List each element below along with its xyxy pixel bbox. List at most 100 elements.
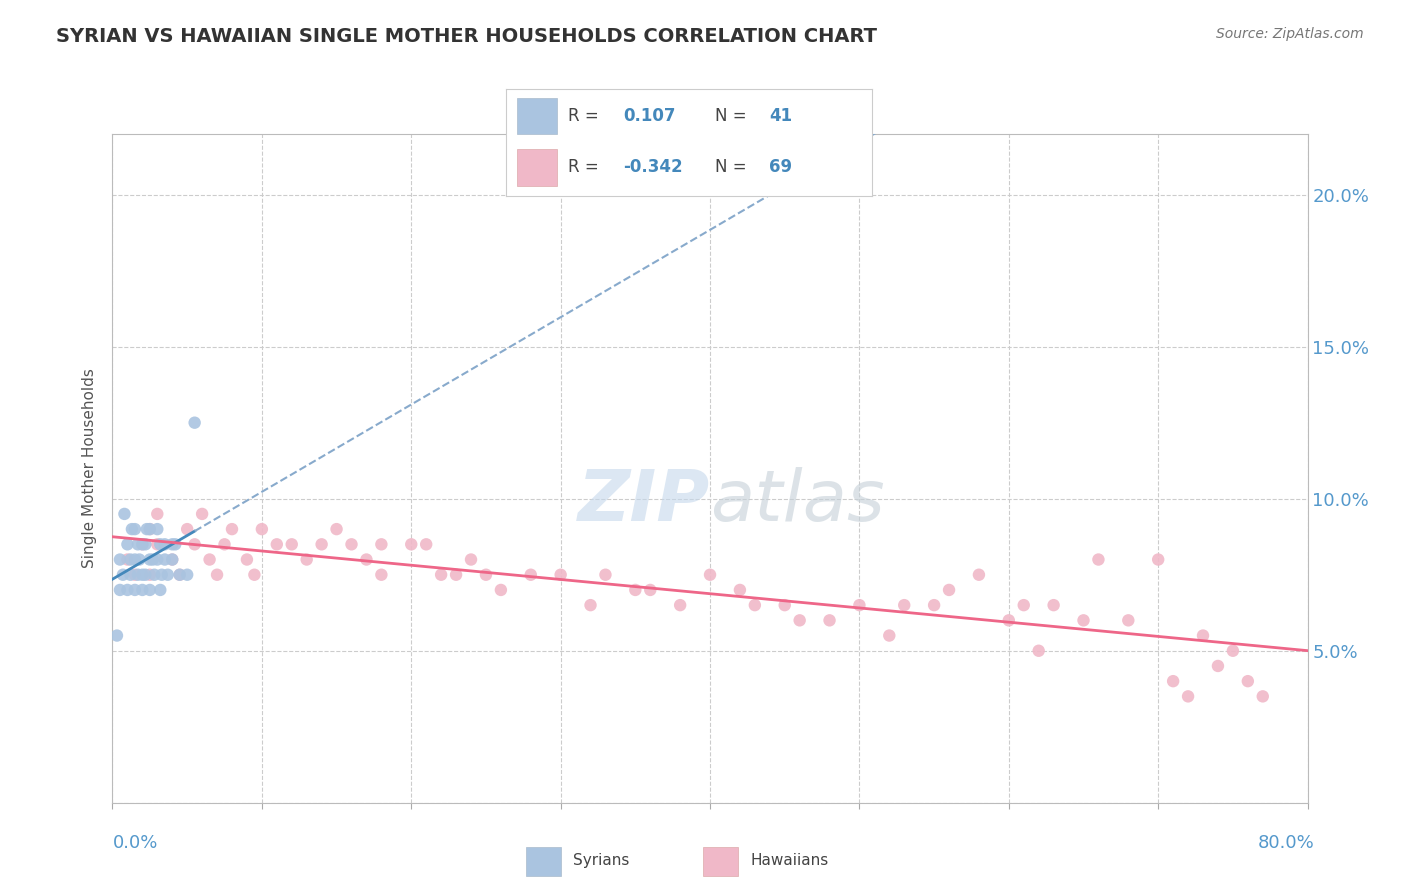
Point (169, 567, 191, 582)
Point (165, 537, 187, 551)
Point (105, 628, 128, 642)
Point (818, 613, 841, 627)
Point (146, 537, 169, 551)
Point (325, 522, 347, 536)
Point (134, 567, 156, 582)
Text: 69: 69 (769, 159, 793, 177)
Point (1192, 628, 1215, 642)
Point (117, 552, 139, 566)
Point (131, 567, 153, 582)
Point (1042, 598, 1064, 612)
Point (669, 598, 692, 612)
Point (108, 552, 131, 566)
Point (162, 552, 183, 566)
Point (135, 522, 157, 536)
Point (139, 552, 162, 566)
Bar (703, 847, 738, 876)
Text: Syrians: Syrians (574, 854, 630, 868)
Point (401, 537, 423, 551)
Point (146, 552, 169, 566)
Point (114, 507, 135, 521)
Text: 41: 41 (769, 107, 793, 125)
Point (356, 552, 378, 566)
Text: ZIP: ZIP (578, 467, 710, 536)
Point (340, 537, 363, 551)
Point (146, 507, 169, 521)
Point (221, 522, 243, 536)
Point (1237, 674, 1260, 689)
Point (877, 628, 900, 642)
Point (139, 522, 162, 536)
Point (1222, 644, 1244, 658)
Point (638, 582, 662, 597)
Point (183, 416, 205, 430)
Point (893, 598, 915, 612)
Point (1116, 613, 1139, 627)
Point (198, 552, 221, 566)
Point (169, 567, 191, 582)
Point (266, 537, 288, 551)
Text: R =: R = (568, 107, 599, 125)
Point (149, 582, 172, 597)
Point (134, 537, 156, 551)
Point (117, 537, 139, 551)
Point (1028, 644, 1050, 658)
Point (176, 522, 198, 536)
Point (475, 567, 498, 582)
Point (150, 567, 173, 582)
Point (236, 552, 259, 566)
Text: 0.0%: 0.0% (112, 834, 157, 852)
Point (153, 537, 176, 551)
Point (111, 567, 134, 582)
Point (295, 552, 318, 566)
Point (243, 567, 266, 582)
Point (139, 522, 162, 536)
Point (370, 537, 392, 551)
Text: R =: R = (568, 159, 599, 177)
Point (624, 582, 647, 597)
Point (444, 567, 467, 582)
Point (127, 567, 149, 582)
Point (124, 552, 146, 566)
Point (162, 537, 183, 551)
Point (595, 567, 617, 582)
Point (131, 582, 153, 597)
Point (153, 552, 176, 566)
Text: Hawaiians: Hawaiians (751, 854, 828, 868)
Point (120, 567, 142, 582)
Text: SYRIAN VS HAWAIIAN SINGLE MOTHER HOUSEHOLDS CORRELATION CHART: SYRIAN VS HAWAIIAN SINGLE MOTHER HOUSEHO… (56, 27, 877, 45)
Point (1206, 659, 1229, 673)
Point (121, 522, 143, 536)
Point (699, 567, 721, 582)
Point (311, 537, 333, 551)
Point (430, 567, 453, 582)
Text: N =: N = (714, 107, 747, 125)
Point (370, 567, 392, 582)
Y-axis label: Single Mother Households: Single Mother Households (82, 368, 97, 568)
Point (579, 598, 602, 612)
Point (1161, 674, 1184, 689)
Point (1147, 552, 1170, 566)
Point (1177, 690, 1199, 704)
Text: 0.107: 0.107 (623, 107, 676, 125)
Point (789, 613, 811, 627)
Point (124, 522, 146, 536)
Point (460, 552, 482, 566)
Point (117, 582, 139, 597)
Point (938, 582, 960, 597)
Text: N =: N = (714, 159, 747, 177)
Point (415, 537, 437, 551)
Point (128, 552, 150, 566)
Point (139, 582, 162, 597)
Point (156, 567, 179, 582)
Point (520, 567, 543, 582)
Point (1251, 690, 1274, 704)
Text: Source: ZipAtlas.com: Source: ZipAtlas.com (1216, 27, 1364, 41)
Point (143, 567, 166, 582)
Point (124, 582, 146, 597)
Point (744, 598, 766, 612)
Point (120, 552, 142, 566)
Point (146, 522, 169, 536)
Point (1073, 613, 1095, 627)
Bar (517, 98, 557, 134)
